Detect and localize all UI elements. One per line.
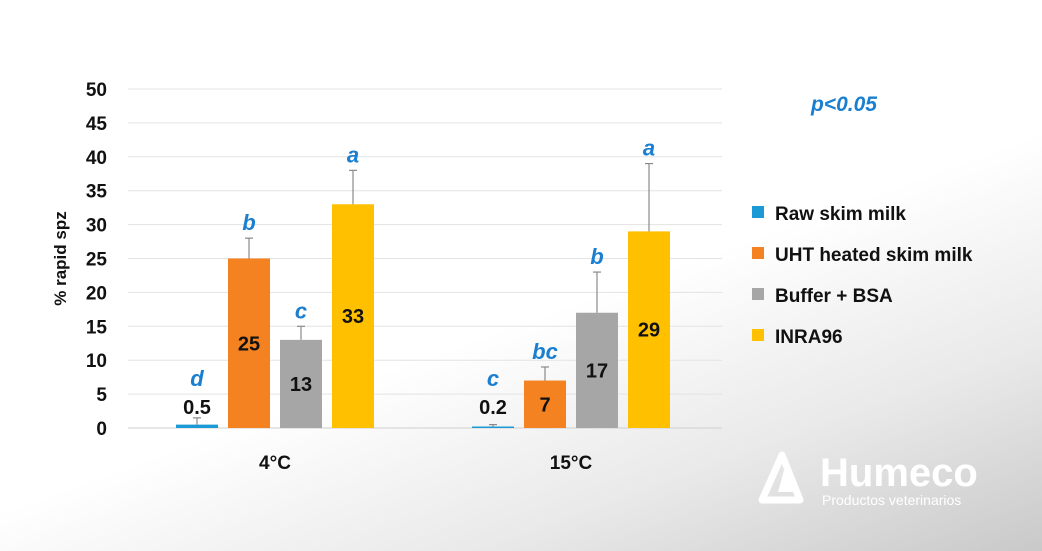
y-tick-label: 30 [86, 216, 107, 237]
legend-label: Buffer + BSA [775, 286, 893, 307]
legend-swatch [752, 206, 764, 218]
brand-logo: Humeco Productos veterinarios [758, 451, 978, 508]
significance-letter: b [590, 244, 603, 269]
significance-letter: c [295, 298, 307, 323]
data-label: 17 [586, 360, 608, 382]
data-label: 29 [638, 320, 660, 342]
data-label: 25 [238, 333, 260, 355]
bar [524, 380, 566, 428]
legend-swatch [752, 288, 764, 300]
legend-label: UHT heated skim milk [775, 245, 973, 266]
bar [628, 231, 670, 428]
y-tick-label: 15 [86, 317, 108, 338]
significance-letter: c [487, 366, 499, 391]
data-label: 0.2 [479, 397, 507, 419]
bar [176, 424, 218, 428]
legend-label: INRA96 [775, 327, 843, 348]
data-label: 13 [290, 374, 312, 396]
y-axis-label: % rapid spz [51, 211, 70, 305]
y-tick-label: 25 [86, 250, 108, 271]
data-label: 7 [539, 394, 550, 416]
bar [576, 312, 618, 428]
x-axis-categories: 4°C 15°C [259, 453, 592, 474]
y-tick-label: 20 [86, 283, 107, 304]
legend-label: Raw skim milk [775, 204, 906, 225]
y-tick-label: 10 [86, 351, 107, 372]
y-tick-label: 5 [96, 385, 107, 406]
y-tick-label: 40 [86, 148, 107, 169]
y-tick-label: 35 [86, 182, 108, 203]
gridlines [128, 88, 722, 429]
legend-swatch [752, 247, 764, 259]
bar [472, 426, 514, 428]
data-label: 0.5 [183, 397, 211, 419]
brand-tagline: Productos veterinarios [822, 492, 961, 508]
data-label: 33 [342, 306, 364, 328]
bar [332, 204, 374, 428]
x-category-label: 4°C [259, 453, 291, 474]
x-category-label: 15°C [550, 453, 593, 474]
bars: 0.5 d 25 b 13 c 33 a 0.2 c 7 bc 17 b 29 a [176, 136, 670, 428]
y-tick-label: 50 [86, 80, 107, 101]
significance-letter: d [190, 366, 204, 391]
significance-letter: b [242, 210, 255, 235]
y-axis-ticks: 0 5 10 15 20 25 30 35 40 45 50 [86, 80, 108, 440]
bar [280, 339, 322, 428]
y-tick-label: 45 [86, 114, 108, 135]
legend: Raw skim milk UHT heated skim milk Buffer … [752, 204, 973, 348]
bar [228, 258, 270, 428]
y-tick-label: 0 [96, 419, 107, 440]
significance-letter: a [643, 136, 655, 161]
significance-letter: a [347, 142, 359, 167]
legend-swatch [752, 329, 764, 341]
mountain-drop-icon [758, 451, 804, 504]
significance-letter: bc [532, 339, 558, 364]
significance-annotation: p<0.05 [810, 93, 877, 116]
brand-name: Humeco [820, 451, 978, 495]
